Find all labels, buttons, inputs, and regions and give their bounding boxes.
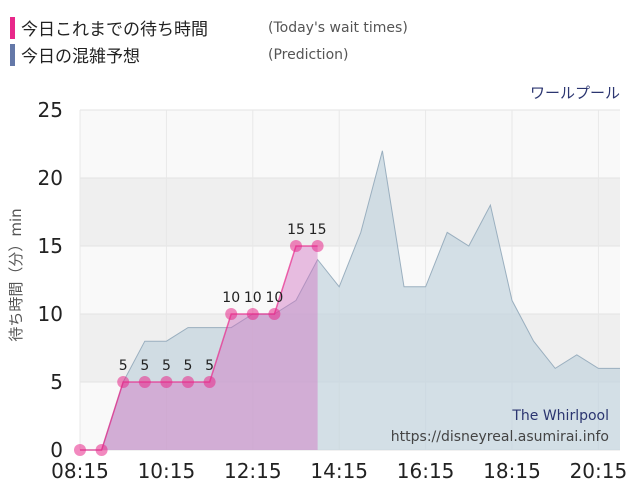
attraction-name: ワールプール xyxy=(530,84,620,102)
x-tick-label: 12:15 xyxy=(224,459,282,483)
today-data-label: 5 xyxy=(140,358,149,374)
today-point xyxy=(268,308,281,320)
legend-label-today-en: (Today's wait times) xyxy=(268,19,408,36)
today-data-label: 15 xyxy=(287,222,305,238)
legend-label-today: 今日これまでの待ち時間 xyxy=(21,20,208,40)
today-data-label: 15 xyxy=(309,222,327,238)
today-line xyxy=(80,245,318,451)
prediction-area xyxy=(80,150,620,451)
today-data-label: 10 xyxy=(222,290,240,306)
legend-label-prediction: 今日の混雑予想 xyxy=(21,47,140,67)
today-point xyxy=(95,444,108,456)
today-data-label: 10 xyxy=(265,290,283,306)
today-point xyxy=(74,444,86,456)
today-point xyxy=(117,376,130,388)
today-fill xyxy=(80,246,318,450)
x-tick-label: 16:15 xyxy=(397,459,455,483)
today-data-label: 5 xyxy=(162,358,171,374)
prediction-line xyxy=(80,150,620,451)
legend-label-prediction-en: (Prediction) xyxy=(268,46,349,63)
y-axis-label: 待ち時間（分）min xyxy=(7,208,25,341)
legend-item-prediction: 今日の混雑予想 (Prediction) xyxy=(10,41,408,68)
legend-swatch-today xyxy=(10,16,15,39)
y-tick-label: 15 xyxy=(38,234,63,258)
grid-band xyxy=(80,178,620,246)
today-data-label: 5 xyxy=(119,358,128,374)
x-tick-label: 08:15 xyxy=(51,459,109,483)
today-point xyxy=(225,308,238,320)
y-tick-label: 20 xyxy=(38,166,63,190)
attraction-name-en: The Whirlpool xyxy=(511,408,609,424)
y-tick-label: 5 xyxy=(50,370,63,394)
today-point xyxy=(311,240,324,252)
grid-band xyxy=(80,110,620,178)
today-point xyxy=(290,240,302,252)
x-tick-label: 10:15 xyxy=(138,459,196,483)
source-url[interactable]: https://disneyreal.asumirai.info xyxy=(391,429,609,445)
today-data-label: 5 xyxy=(205,358,214,374)
x-tick-label: 20:15 xyxy=(570,459,628,483)
y-tick-label: 25 xyxy=(38,98,63,122)
y-tick-label: 10 xyxy=(38,302,63,326)
today-data-label: 10 xyxy=(244,290,262,306)
legend-item-today: 今日これまでの待ち時間 (Today's wait times) xyxy=(10,14,408,41)
legend-swatch-prediction xyxy=(10,43,15,66)
legend: 今日これまでの待ち時間 (Today's wait times) 今日の混雑予想… xyxy=(10,14,408,68)
today-point xyxy=(203,376,216,388)
axes: 0 5 10 15 20 25 08:15 10:15 12:15 14:15 16:15 18:15… xyxy=(7,98,627,483)
today-point xyxy=(160,376,173,388)
today-data-label: 5 xyxy=(184,358,193,374)
today-point xyxy=(182,376,194,388)
today-point xyxy=(138,376,151,388)
prediction-fill xyxy=(80,150,620,451)
today-point xyxy=(246,308,259,320)
x-tick-label: 14:15 xyxy=(310,459,368,483)
x-tick-label: 18:15 xyxy=(483,459,541,483)
y-tick-label: 0 xyxy=(50,438,63,462)
